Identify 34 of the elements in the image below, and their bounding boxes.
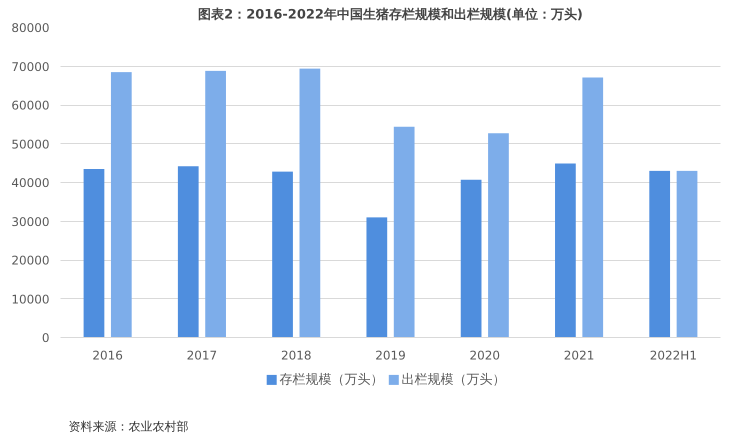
bar [488, 133, 509, 338]
bar [84, 168, 104, 338]
legend-label: 存栏规模（万头） [280, 372, 384, 388]
bar [205, 70, 226, 338]
bar [366, 217, 388, 338]
x-tick-label: 2020 [470, 348, 500, 362]
bar [555, 164, 576, 338]
bar [460, 180, 482, 338]
text: 资料来源：农业农村部 [68, 420, 188, 434]
bar [394, 126, 415, 338]
y-tick-label: 20000 [11, 254, 50, 268]
x-tick-label: 2019 [375, 348, 406, 362]
y-tick-label: 30000 [11, 214, 50, 229]
y-tick-label: 50000 [11, 137, 50, 152]
y-tick-label: 60000 [11, 98, 50, 112]
bar [272, 172, 293, 338]
bar [676, 170, 698, 338]
y-tick-label: 0 [42, 331, 50, 345]
x-tick-label: 2021 [564, 348, 594, 362]
x-tick-label: 2016 [92, 348, 123, 362]
y-tick-label: 70000 [11, 60, 50, 74]
bar [649, 170, 670, 338]
legend-label: 出栏规模（万头） [402, 372, 506, 388]
x-tick-label: 2017 [186, 348, 218, 362]
y-tick-label: 40000 [11, 176, 50, 190]
bar [300, 68, 320, 338]
bar [582, 77, 604, 338]
y-tick-label: 80000 [11, 21, 50, 35]
bar [110, 72, 132, 338]
x-tick-label: 2018 [280, 348, 312, 362]
bar [178, 166, 199, 338]
y-tick-label: 10000 [11, 292, 50, 306]
x-tick-label: 2022H1 [650, 348, 697, 362]
chart-title: 图表2：2016-2022年中国生猪存栏规模和出栏规模(单位：万头) [198, 6, 583, 22]
